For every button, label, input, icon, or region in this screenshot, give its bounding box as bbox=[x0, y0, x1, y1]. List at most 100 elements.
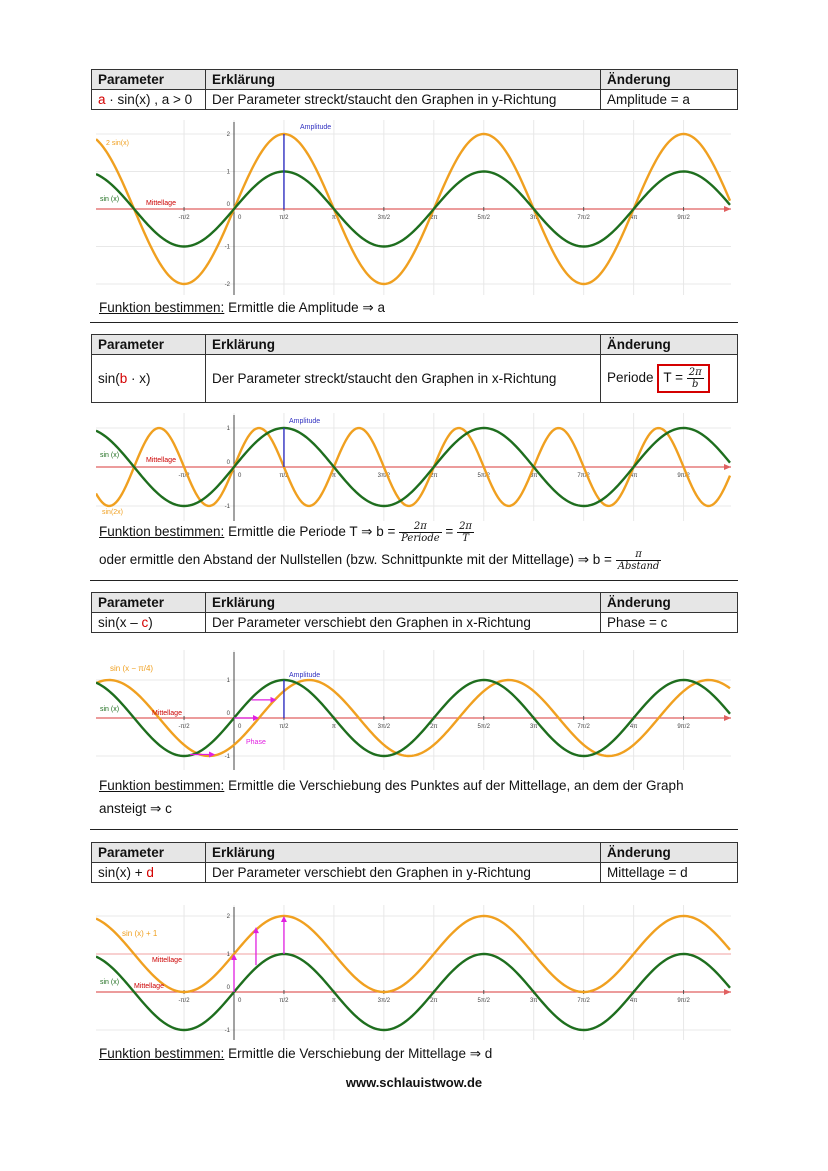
graph-phase: -π/2 0 π/2 π 3π/2 2π 5π/2 3π 7π/2 4π 9π/2 1 0 -1 sin (… bbox=[96, 650, 731, 770]
x-axis-arrow bbox=[724, 464, 731, 470]
curve-orange bbox=[96, 132, 731, 286]
label-orange: sin (x − π/4) bbox=[110, 664, 153, 673]
instruction-1: Funktion bestimmen: Ermittle die Amplitu… bbox=[99, 300, 385, 316]
parameter-highlight: d bbox=[146, 865, 154, 880]
y-tick-label: 0 bbox=[227, 202, 231, 208]
y-tick-label: 0 bbox=[227, 711, 231, 717]
param-table-4: Parameter Erklärung Änderung sin(x) + d … bbox=[91, 842, 738, 883]
divider bbox=[90, 580, 738, 581]
divider bbox=[90, 322, 738, 323]
parameter-highlight: a bbox=[98, 92, 106, 107]
instruction-text: oder ermittle den Abstand der Nullstelle… bbox=[99, 552, 612, 568]
x-tick-label: -π/2 bbox=[178, 724, 190, 730]
header-erklaerung: Erklärung bbox=[205, 592, 601, 613]
erklaerung-cell: Der Parameter verschiebt den Graphen in … bbox=[205, 862, 601, 883]
x-tick-label: 3π bbox=[530, 473, 537, 479]
fraction-denominator: Periode bbox=[401, 533, 440, 544]
x-tick-label: 5π/2 bbox=[478, 215, 491, 221]
x-tick-label: 0 bbox=[238, 724, 242, 730]
curve-orange bbox=[96, 914, 731, 994]
parameter-text: · x) bbox=[127, 371, 151, 386]
label-phase: Phase bbox=[246, 739, 266, 746]
header-erklaerung: Erklärung bbox=[205, 842, 601, 863]
fraction-numerator: 2π bbox=[399, 521, 442, 533]
parameter-cell: a · sin(x) , a > 0 bbox=[91, 89, 206, 110]
x-tick-label: 0 bbox=[238, 473, 242, 479]
param-table-2: Parameter Erklärung Änderung sin(b · x) … bbox=[91, 334, 738, 403]
label-amplitude: Amplitude bbox=[300, 124, 331, 131]
x-tick-label: π bbox=[332, 724, 336, 730]
instruction-2b: oder ermittle den Abstand der Nullstelle… bbox=[99, 549, 662, 572]
x-tick-label: 4π bbox=[630, 724, 637, 730]
instruction-label: Funktion bestimmen: bbox=[99, 1046, 225, 1061]
x-tick-label: 7π/2 bbox=[577, 215, 590, 221]
y-tick-label: 2 bbox=[227, 914, 231, 920]
x-tick-label: 7π/2 bbox=[577, 998, 590, 1004]
fraction-numerator: 2π bbox=[457, 521, 474, 533]
y-tick-label: -1 bbox=[225, 1028, 231, 1034]
x-tick-label: 3π/2 bbox=[378, 215, 391, 221]
instruction-label: Funktion bestimmen: bbox=[99, 524, 225, 540]
x-tick-label: 2π bbox=[430, 215, 437, 221]
header-aenderung: Änderung bbox=[600, 69, 738, 90]
phase-arrow-head bbox=[270, 696, 277, 703]
curve-green bbox=[96, 426, 731, 508]
header-parameter: Parameter bbox=[91, 334, 206, 355]
x-tick-label: -π/2 bbox=[178, 998, 190, 1004]
label-mittellage: Mittellage bbox=[146, 457, 176, 464]
x-tick-label: 0 bbox=[238, 998, 242, 1004]
instruction-2: Funktion bestimmen: Ermittle die Periode… bbox=[99, 521, 474, 544]
divider bbox=[90, 829, 738, 830]
x-tick-label: 9π/2 bbox=[677, 724, 690, 730]
parameter-text: sin( bbox=[98, 371, 120, 386]
x-tick-label: 3π/2 bbox=[378, 998, 391, 1004]
erklaerung-cell: Der Parameter streckt/staucht den Graphe… bbox=[205, 89, 601, 110]
graph-mittellage: -π/2 0 π/2 π 3π/2 2π 5π/2 3π 7π/2 4π 9π/2 2 1 0 -1 sin … bbox=[96, 905, 731, 1040]
aenderung-cell: Periode T = 2π b bbox=[600, 354, 738, 403]
x-axis-arrow bbox=[724, 715, 731, 721]
x-tick-label: 2π bbox=[430, 473, 437, 479]
footer-url: www.schlauistwow.de bbox=[345, 1075, 483, 1090]
x-tick-label: 3π/2 bbox=[378, 473, 391, 479]
y-tick-label: 2 bbox=[227, 132, 231, 138]
x-tick-label: π/2 bbox=[279, 215, 289, 221]
graph-periode: -π/2 0 π/2 π 3π/2 2π 5π/2 3π 7π/2 4π 9π/2 1 0 -1 sin (… bbox=[96, 413, 731, 521]
instruction-4: Funktion bestimmen: Ermittle die Verschi… bbox=[99, 1046, 492, 1062]
header-erklaerung: Erklärung bbox=[205, 69, 601, 90]
aenderung-cell: Phase = c bbox=[600, 612, 738, 633]
instruction-text: Ermittle die Amplitude ⇒ a bbox=[228, 300, 385, 315]
x-tick-label: 3π/2 bbox=[378, 724, 391, 730]
y-tick-label: -1 bbox=[225, 245, 231, 251]
label-amplitude: Amplitude bbox=[289, 418, 320, 425]
y-tick-label: 1 bbox=[227, 952, 231, 958]
label-mittellage: Mittellage bbox=[152, 710, 182, 717]
x-tick-label: 3π bbox=[530, 215, 537, 221]
fraction-periode: 2π Periode bbox=[399, 521, 442, 544]
y-tick-label: -1 bbox=[225, 754, 231, 760]
x-tick-label: 4π bbox=[630, 998, 637, 1004]
label-orange: sin(2x) bbox=[102, 509, 123, 516]
x-axis-arrow bbox=[724, 206, 731, 212]
shift-arrow-head bbox=[231, 954, 237, 960]
x-tick-label: 5π/2 bbox=[478, 724, 491, 730]
aenderung-cell: Mittellage = d bbox=[600, 862, 738, 883]
parameter-cell: sin(x – c) bbox=[91, 612, 206, 633]
label-green: sin (x) bbox=[100, 452, 119, 459]
header-aenderung: Änderung bbox=[600, 842, 738, 863]
fraction-abstand: π Abstand bbox=[615, 549, 662, 572]
x-tick-label: 0 bbox=[238, 215, 242, 221]
graph-amplitude: -π/2 0 π/2 π 3π/2 2π 5π/2 3π 7π/2 4π 9π/2 2 1 0 -1 -2 2 … bbox=[96, 120, 731, 295]
parameter-text: ) bbox=[148, 615, 153, 630]
parameter-highlight: c bbox=[141, 615, 149, 630]
instruction-3: Funktion bestimmen: Ermittle die Verschi… bbox=[99, 778, 684, 793]
curve-green bbox=[96, 170, 731, 248]
label-orange: 2 sin(x) bbox=[106, 140, 129, 147]
formula-numerator: 2π bbox=[686, 367, 704, 379]
curve-green bbox=[96, 952, 731, 1032]
erklaerung-cell: Der Parameter streckt/staucht den Graphe… bbox=[205, 354, 601, 403]
x-tick-label: 7π/2 bbox=[577, 724, 590, 730]
x-tick-label: 9π/2 bbox=[677, 215, 690, 221]
shift-arrow-head bbox=[280, 916, 287, 922]
shift-arrow-head bbox=[252, 927, 259, 934]
instruction-text: Ermittle die Verschiebung des Punktes au… bbox=[228, 778, 684, 793]
